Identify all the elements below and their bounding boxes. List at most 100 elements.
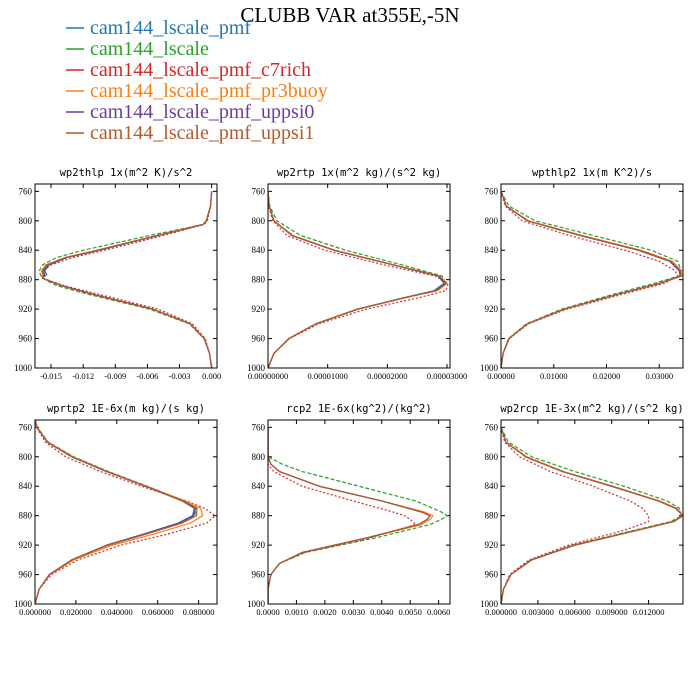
panel-3: wpthlp2 1x(m K^2)/s 760 800 840 880 920 960 100… [480,167,684,381]
series-line-cam144-lscale-pmf-pr3buoy [501,427,683,604]
y-tick-label: 920 [19,540,33,550]
y-tick-label: 840 [485,481,499,491]
series-line-cam144-lscale-pmf-uppsi0 [41,191,213,368]
panel-title: wp2rcp 1E-3x(m^2 kg)/(s^2 kg) [500,403,683,415]
x-tick-label: 0.0020 [313,607,336,617]
series-group [38,191,213,368]
y-tick-label: 1000 [247,599,266,609]
series-line-cam144-lscale-pmf-uppsi0 [268,427,431,604]
plot-frame [267,419,451,605]
legend-label: cam144_lscale_pmf_uppsi1 [90,122,314,144]
series-line-cam144-lscale [35,420,198,604]
x-tick-label: -0.006 [136,371,158,381]
legend-label: cam144_lscale_pmf_uppsi0 [90,101,314,123]
legend-entry: cam144_lscale_pmf_pr3buoy [66,80,328,102]
series-line-cam144-lscale-pmf-pr3buoy [268,191,448,368]
series-line-cam144-lscale-pmf [501,191,681,368]
panel-4: wprtp2 1E-6x(m kg)/(s kg) 760 800 840 880 920… [14,403,218,617]
y-tick-label: 920 [485,540,499,550]
series-line-cam144-lscale [38,191,213,368]
y-tick-label: 760 [19,422,33,432]
legend-entry: cam144_lscale_pmf_c7rich [66,59,311,81]
x-tick-label: 0.03000 [645,371,673,381]
panel-6: wp2rcp 1E-3x(m^2 kg)/(s^2 kg)760 800 840 88… [480,403,684,617]
x-tick-label: -0.015 [40,371,62,381]
x-tick-label: 0.0030 [342,607,365,617]
legend-entry: cam144_lscale_pmf [66,17,251,39]
x-tick-label: 0.060000 [142,607,174,617]
x-tick-label: 0.00002000 [367,371,407,381]
series-line-cam144-lscale-pmf [41,191,213,368]
legend-label: cam144_lscale_pmf [90,17,251,39]
x-tick-label: 0.01000 [540,371,568,381]
series-line-cam144-lscale-pmf-uppsi1 [501,191,682,368]
plot-frame [500,183,684,369]
y-tick-label: 800 [19,216,33,226]
legend-label: cam144_lscale_pmf_pr3buoy [90,80,328,102]
series-line-cam144-lscale-pmf [268,191,445,368]
series-line-cam144-lscale-pmf-uppsi1 [268,427,431,604]
series-line-cam144-lscale-pmf [501,427,683,604]
series-line-cam144-lscale [268,191,447,368]
x-tick-label: -0.009 [104,371,126,381]
y-tick-label: 840 [485,245,499,255]
y-tick-label: 920 [485,304,499,314]
plot-frame [267,183,451,369]
x-tick-label: -0.003 [169,371,191,381]
panel-5: rcp2 1E-6x(kg^2)/(kg^2) 760 800 840 880 920 96… [247,403,451,617]
y-tick-label: 960 [485,334,499,344]
panel-title: wpthlp2 1x(m K^2)/s [532,167,652,179]
y-tick-label: 840 [19,245,33,255]
panel-title: wprtp2 1E-6x(m kg)/(s kg) [47,403,205,415]
x-tick-label: 0.000000 [485,607,517,617]
series-line-cam144-lscale-pmf-uppsi0 [501,191,681,368]
plot-frame [500,419,684,605]
y-tick-label: 800 [252,452,266,462]
series-line-cam144-lscale-pmf-uppsi1 [35,420,198,604]
series-line-cam144-lscale [501,191,683,368]
series-group [268,427,448,604]
x-tick-label: 0.02000 [593,371,621,381]
y-tick-label: 1000 [480,363,499,373]
series-line-cam144-lscale-pmf-uppsi1 [501,427,683,604]
y-tick-label: 1000 [14,599,33,609]
series-line-cam144-lscale-pmf-uppsi0 [35,420,197,604]
x-tick-label: 0.0060 [427,607,450,617]
series-line-cam144-lscale [268,427,448,604]
y-tick-label: 760 [252,186,266,196]
y-tick-label: 1000 [14,363,33,373]
x-tick-label: -0.012 [72,371,94,381]
x-tick-label: 0.00001000 [307,371,347,381]
x-tick-label: 0.00000000 [248,371,288,381]
y-tick-label: 920 [19,304,33,314]
y-tick-label: 960 [252,334,266,344]
y-tick-label: 880 [19,275,33,285]
y-tick-label: 960 [19,570,33,580]
panel-title: wp2thlp 1x(m^2 K)/s^2 [60,167,193,179]
y-tick-label: 880 [485,275,499,285]
x-tick-label: 0.0040 [370,607,393,617]
series-line-cam144-lscale-pmf-c7rich [41,191,213,368]
series-line-cam144-lscale-pmf-uppsi0 [268,191,447,368]
x-tick-label: 0.009000 [596,607,628,617]
y-tick-label: 880 [485,511,499,521]
series-line-cam144-lscale [501,427,683,604]
x-tick-label: 0.000000 [19,607,51,617]
series-line-cam144-lscale-pmf-c7rich [35,420,216,604]
series-line-cam144-lscale-pmf-c7rich [501,191,679,368]
series-line-cam144-lscale-pmf-uppsi0 [501,427,683,604]
y-tick-label: 920 [252,540,266,550]
y-tick-label: 840 [19,481,33,491]
plot-frame [34,183,218,369]
x-tick-label: 0.006000 [559,607,591,617]
y-tick-label: 800 [252,216,266,226]
panel-title: rcp2 1E-6x(kg^2)/(kg^2) [286,403,431,415]
panel-2: wp2rtp 1x(m^2 kg)/(s^2 kg) 760 800 840 880 92… [247,167,467,381]
y-tick-label: 960 [485,570,499,580]
series-group [268,191,449,368]
plot-frame [34,419,218,605]
legend-label: cam144_lscale [90,38,209,60]
series-line-cam144-lscale-pmf-c7rich [268,427,417,604]
x-tick-label: 0.00000 [487,371,515,381]
legend: cam144_lscale_pmfcam144_lscalecam144_lsc… [66,17,328,144]
